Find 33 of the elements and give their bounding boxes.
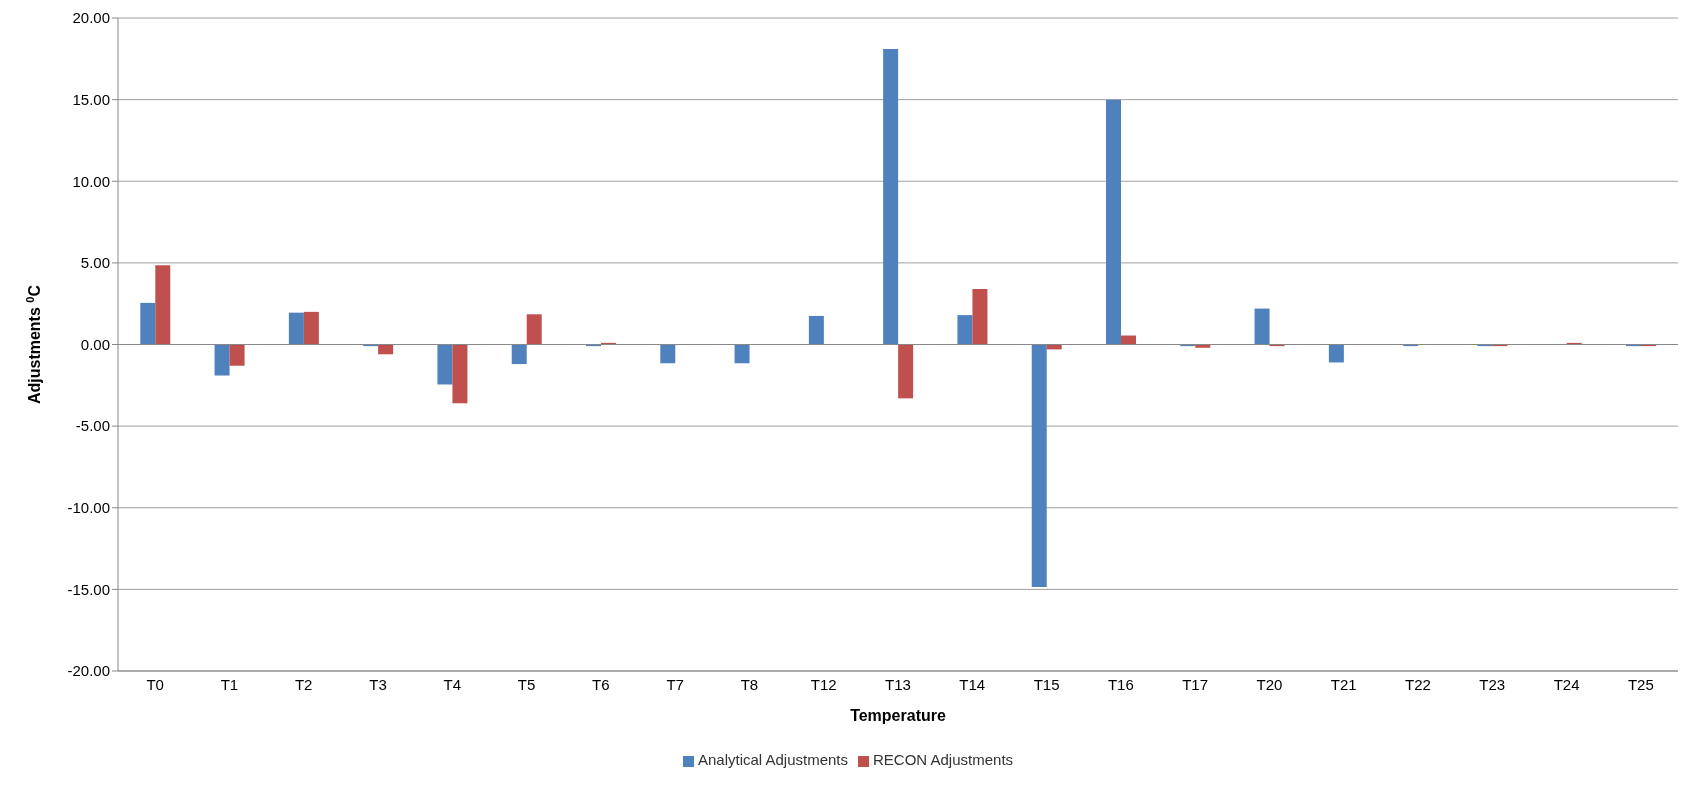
x-tick-label: T20 — [1256, 675, 1283, 693]
x-tick-label: T7 — [666, 675, 684, 693]
x-tick-label: T25 — [1627, 675, 1654, 693]
y-tick-label: 20.00 — [72, 9, 110, 27]
legend-label: RECON Adjustments — [873, 751, 1014, 768]
legend-label: Analytical Adjustments — [697, 751, 849, 768]
x-axis-title: Temperature — [850, 707, 946, 724]
x-tick-label: T1 — [220, 675, 239, 693]
x-tick-label: T21 — [1330, 675, 1357, 693]
x-tick-label: T22 — [1405, 675, 1431, 693]
y-tick-label: -15.00 — [67, 580, 110, 598]
y-tick-label: 15.00 — [72, 90, 110, 108]
x-tick-label: T23 — [1479, 675, 1506, 693]
x-tick-label: T5 — [517, 675, 536, 693]
y-tick-label: -10.00 — [67, 499, 110, 517]
x-tick-label: T14 — [959, 675, 986, 693]
x-tick-label: T4 — [443, 675, 462, 693]
x-tick-label: T0 — [146, 675, 164, 693]
y-tick-label: -5.00 — [75, 417, 110, 435]
x-tick-label: T17 — [1182, 675, 1209, 693]
x-tick-label: T12 — [810, 675, 837, 693]
x-tick-label: T16 — [1107, 675, 1134, 693]
x-tick-label: T15 — [1033, 675, 1060, 693]
x-tick-label: T6 — [592, 675, 610, 693]
y-tick-label: -20.00 — [67, 662, 110, 680]
x-tick-label: T3 — [369, 675, 387, 693]
x-tick-label: T2 — [294, 675, 313, 693]
y-tick-label: 0.00 — [80, 335, 110, 353]
x-tick-label: T24 — [1553, 675, 1580, 693]
x-tick-label: T13 — [885, 675, 911, 693]
x-tick-label: T8 — [740, 675, 759, 693]
y-tick-label: 5.00 — [80, 254, 110, 272]
y-tick-label: 10.00 — [72, 172, 110, 190]
